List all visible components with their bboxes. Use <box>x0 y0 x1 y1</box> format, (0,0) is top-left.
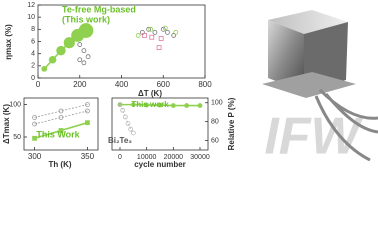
point <box>152 29 158 35</box>
point <box>162 25 168 31</box>
x-tick-label: 300 <box>28 152 42 161</box>
x-tick-label: 20000 <box>164 154 184 161</box>
annotation: This Work <box>36 129 80 139</box>
annotation: (This work) <box>62 14 110 24</box>
y-tick-label: 8 <box>31 26 35 33</box>
point <box>197 103 203 108</box>
module-base <box>262 72 356 98</box>
y-tick-label: 12 <box>27 2 35 9</box>
point <box>58 108 64 114</box>
point <box>135 33 141 38</box>
point <box>158 36 164 41</box>
point <box>149 34 155 40</box>
point <box>170 103 176 108</box>
point <box>56 45 66 56</box>
point <box>120 107 126 113</box>
y-tick-label: 6 <box>31 38 35 45</box>
y-axis-label: ηmax (%) <box>4 24 13 60</box>
point <box>48 55 57 64</box>
x-tick-label: 0 <box>36 80 41 89</box>
point <box>77 57 83 63</box>
x-tick-label: 30000 <box>190 154 210 161</box>
y-tick-label: 0 <box>31 75 35 82</box>
point <box>117 102 123 108</box>
annotation: Te-free Mg-based <box>62 4 136 14</box>
point <box>85 108 90 114</box>
point <box>122 114 128 120</box>
point <box>130 130 136 136</box>
x-tick-label: 600 <box>157 80 171 89</box>
point <box>63 37 75 49</box>
chart-panel: 0 10000 20000 30000 60 80 100 cycle number Relat… <box>108 97 236 169</box>
y-axis-label: ΔTmax (K) <box>2 104 11 144</box>
y-tick-label: 80 <box>211 118 219 125</box>
point <box>32 135 37 141</box>
point <box>41 65 48 72</box>
point <box>165 29 170 35</box>
point <box>32 121 37 127</box>
point <box>77 42 83 47</box>
point <box>142 33 147 38</box>
x-axis-label: Th (K) <box>48 160 71 169</box>
y-axis-label: Relative P (%) <box>227 97 236 150</box>
point <box>157 102 163 108</box>
point <box>173 29 179 35</box>
series-line <box>119 104 134 134</box>
y-tick-label: 50 <box>13 134 21 141</box>
wires <box>314 88 378 162</box>
point <box>78 23 94 38</box>
point <box>81 60 87 66</box>
point <box>184 103 190 108</box>
x-axis-label: cycle number <box>134 160 186 169</box>
x-tick-label: 10000 <box>137 154 157 161</box>
module-top <box>268 10 348 34</box>
photo: IFW <box>238 0 378 170</box>
chart-panel: 300 350 50 100 Th (K) ΔTmax (K) This Work <box>2 97 99 169</box>
point <box>81 48 87 54</box>
y-tick-label: 2 <box>31 63 35 70</box>
point <box>130 102 136 108</box>
point <box>128 126 134 132</box>
y-tick-label: 10 <box>27 14 35 21</box>
x-tick-label: 200 <box>73 80 87 89</box>
annotation: This work <box>131 100 169 109</box>
point <box>148 26 154 32</box>
point <box>85 54 91 60</box>
point <box>125 121 131 126</box>
point <box>58 115 64 120</box>
module-left <box>268 20 304 92</box>
y-tick-label: 100 <box>211 100 223 107</box>
point <box>58 128 64 133</box>
annotation: Bi₂Te₃ <box>108 136 132 145</box>
point <box>146 26 152 32</box>
y-tick-label: 4 <box>31 51 35 58</box>
point <box>85 102 90 107</box>
point <box>32 115 37 120</box>
x-axis-label: ΔT (K) <box>138 89 162 98</box>
point <box>144 102 150 108</box>
point <box>85 120 90 126</box>
x-tick-label: 350 <box>81 152 95 161</box>
x-tick-label: 0 <box>118 154 122 161</box>
chart-panel: 0 200 400 600 800 0 2 4 6 8 10 12 ΔT (K) ηmax (%) Te-f… <box>4 2 212 98</box>
x-tick-label: 800 <box>198 80 212 89</box>
point <box>156 45 162 50</box>
plot-frame <box>111 97 209 151</box>
plot-frame <box>23 97 99 151</box>
x-tick-label: 400 <box>115 80 129 89</box>
y-tick-label: 60 <box>211 137 219 144</box>
y-tick-label: 100 <box>9 101 21 108</box>
